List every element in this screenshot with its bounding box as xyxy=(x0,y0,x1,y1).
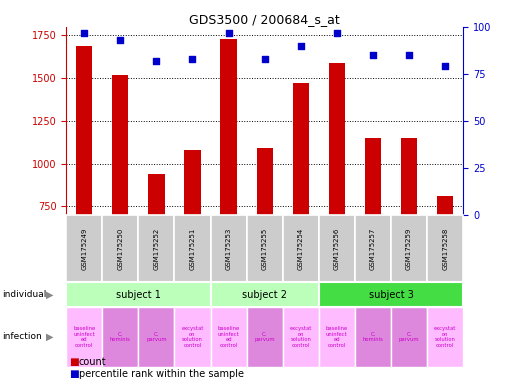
Point xyxy=(80,30,88,36)
Bar xyxy=(319,215,355,282)
Bar xyxy=(102,307,138,367)
Bar xyxy=(319,282,463,307)
Text: ▶: ▶ xyxy=(46,290,53,300)
Text: subject 1: subject 1 xyxy=(116,290,161,300)
Bar xyxy=(437,196,453,215)
Text: baseline
uninfect
ed
control: baseline uninfect ed control xyxy=(326,326,348,348)
Bar xyxy=(138,307,175,367)
Bar xyxy=(211,282,319,307)
Bar xyxy=(247,215,282,282)
Text: excystat
on
solution
control: excystat on solution control xyxy=(290,326,312,348)
Text: subject 2: subject 2 xyxy=(242,290,287,300)
Bar xyxy=(175,215,211,282)
Point xyxy=(297,43,305,49)
Bar xyxy=(66,215,102,282)
Bar xyxy=(102,215,138,282)
Point xyxy=(261,56,269,62)
Text: GSM175251: GSM175251 xyxy=(189,227,195,270)
Text: C.
parvum: C. parvum xyxy=(254,331,275,343)
Bar xyxy=(427,215,463,282)
Bar xyxy=(184,150,201,215)
Point xyxy=(188,56,196,62)
Bar xyxy=(391,307,427,367)
Bar xyxy=(282,307,319,367)
Text: GSM175253: GSM175253 xyxy=(225,227,232,270)
Text: ■: ■ xyxy=(69,369,78,379)
Bar xyxy=(66,307,102,367)
Text: percentile rank within the sample: percentile rank within the sample xyxy=(79,369,244,379)
Point xyxy=(224,30,233,36)
Text: individual: individual xyxy=(3,290,47,299)
Text: subject 3: subject 3 xyxy=(369,290,413,300)
Bar xyxy=(319,307,355,367)
Text: GSM175249: GSM175249 xyxy=(81,227,87,270)
Text: infection: infection xyxy=(3,333,42,341)
Bar xyxy=(211,215,247,282)
Text: GSM175256: GSM175256 xyxy=(334,227,340,270)
Text: C.
parvum: C. parvum xyxy=(146,331,167,343)
Text: excystat
on
solution
control: excystat on solution control xyxy=(181,326,204,348)
Bar xyxy=(427,307,463,367)
Bar xyxy=(66,282,211,307)
Point xyxy=(405,52,413,58)
Bar xyxy=(175,307,211,367)
Bar xyxy=(355,215,391,282)
Bar xyxy=(282,215,319,282)
Bar xyxy=(138,215,175,282)
Text: GSM175259: GSM175259 xyxy=(406,227,412,270)
Bar xyxy=(355,307,391,367)
Bar xyxy=(76,46,92,215)
Text: GSM175250: GSM175250 xyxy=(117,227,123,270)
Text: baseline
uninfect
ed
control: baseline uninfect ed control xyxy=(73,326,95,348)
Point xyxy=(116,37,124,43)
Text: ▶: ▶ xyxy=(46,332,53,342)
Text: C.
hominis: C. hominis xyxy=(110,331,131,343)
Bar xyxy=(401,138,417,215)
Text: GSM175254: GSM175254 xyxy=(298,227,304,270)
Bar xyxy=(211,307,247,367)
Text: GSM175255: GSM175255 xyxy=(262,227,268,270)
Bar xyxy=(247,307,282,367)
Text: C.
hominis: C. hominis xyxy=(362,331,383,343)
Text: C.
parvum: C. parvum xyxy=(399,331,419,343)
Text: GSM175258: GSM175258 xyxy=(442,227,448,270)
Point xyxy=(333,30,341,36)
Point xyxy=(441,63,449,70)
Bar xyxy=(329,63,345,215)
Text: ■: ■ xyxy=(69,357,78,367)
Bar xyxy=(220,39,237,215)
Bar xyxy=(112,75,128,215)
Bar xyxy=(148,174,164,215)
Text: count: count xyxy=(79,357,106,367)
Bar xyxy=(391,215,427,282)
Point xyxy=(152,58,160,64)
Bar xyxy=(293,83,309,215)
Text: baseline
uninfect
ed
control: baseline uninfect ed control xyxy=(217,326,240,348)
Bar xyxy=(257,148,273,215)
Bar xyxy=(365,138,381,215)
Text: GSM175252: GSM175252 xyxy=(153,227,159,270)
Point xyxy=(369,52,377,58)
Text: GSM175257: GSM175257 xyxy=(370,227,376,270)
Title: GDS3500 / 200684_s_at: GDS3500 / 200684_s_at xyxy=(189,13,340,26)
Text: excystat
on
solution
control: excystat on solution control xyxy=(434,326,457,348)
